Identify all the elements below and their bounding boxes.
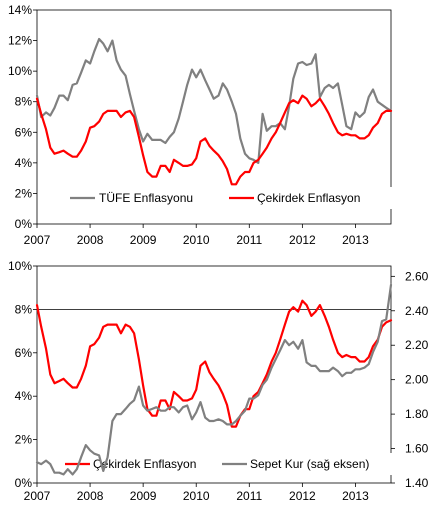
chart2-plot-frame (36, 265, 392, 484)
chart1-y-tick-label: 2% (15, 186, 33, 200)
chart2-x-tick-label: 2009 (130, 489, 157, 503)
chart2-y2-tick-label: 2.60 (405, 269, 429, 283)
chart1-y-tick-label: 8% (15, 95, 33, 109)
chart1-y-tick-label: 10% (8, 64, 32, 78)
chart2-y2-tick-label: 2.00 (405, 373, 429, 387)
chart1-y-tick-label: 0% (15, 217, 33, 231)
chart2-series-line-1 (35, 299, 393, 428)
chart1-legend-label-2: Çekirdek Enflasyon (257, 191, 360, 205)
chart2-x-tick-label: 2011 (236, 489, 262, 503)
chart1-series-line-2 (35, 94, 393, 186)
chart1-legend-label-1: TÜFE Enflasyonu (99, 191, 193, 205)
chart2-legend-label-2: Sepet Kur (sağ eksen) (250, 457, 369, 471)
chart1-x-tick-label: 2013 (342, 233, 369, 247)
chart2-y-tick-label: 6% (15, 346, 33, 360)
chart2-x-tick-label: 2010 (183, 489, 210, 503)
chart2-x-tick-label: 2008 (77, 489, 104, 503)
chart1-y-tick-label: 6% (15, 125, 33, 139)
chart2-y2-tick-label: 1.40 (405, 476, 429, 490)
chart1-x-tick-label: 2009 (130, 233, 157, 247)
chart2-y-tick-label: 4% (15, 389, 33, 403)
chart1-y-tick-label: 14% (8, 3, 32, 17)
chart2-y-tick-label: 10% (8, 259, 32, 273)
chart2-series-line-2 (35, 283, 393, 476)
chart2-x-tick-label: 2012 (289, 489, 316, 503)
chart2-x-tick-label: 2007 (24, 489, 51, 503)
chart2-y-tick-label: 0% (15, 476, 33, 490)
chart2-legend-label-1: Çekirdek Enflasyon (93, 457, 196, 471)
chart1-series-line-1 (35, 37, 393, 164)
chart1-x-tick-label: 2011 (236, 233, 262, 247)
chart1-x-tick-label: 2007 (24, 233, 51, 247)
chart2-y-tick-label: 8% (15, 302, 33, 316)
chart1-y-tick-label: 4% (15, 156, 33, 170)
chart1-y-tick-label: 12% (8, 34, 32, 48)
chart2-y2-tick-label: 2.40 (405, 304, 429, 318)
chart2-y2-tick-label: 1.80 (405, 407, 429, 421)
chart2-y2-tick-label: 1.60 (405, 442, 429, 456)
chart1-plot-frame (36, 9, 392, 225)
chart2-x-tick-label: 2013 (342, 489, 369, 503)
chart2-y2-tick-label: 2.20 (405, 338, 429, 352)
chart1-x-tick-label: 2008 (77, 233, 104, 247)
chart1-x-tick-label: 2012 (289, 233, 316, 247)
chart1-x-tick-label: 2010 (183, 233, 210, 247)
chart2-y-tick-label: 2% (15, 433, 33, 447)
